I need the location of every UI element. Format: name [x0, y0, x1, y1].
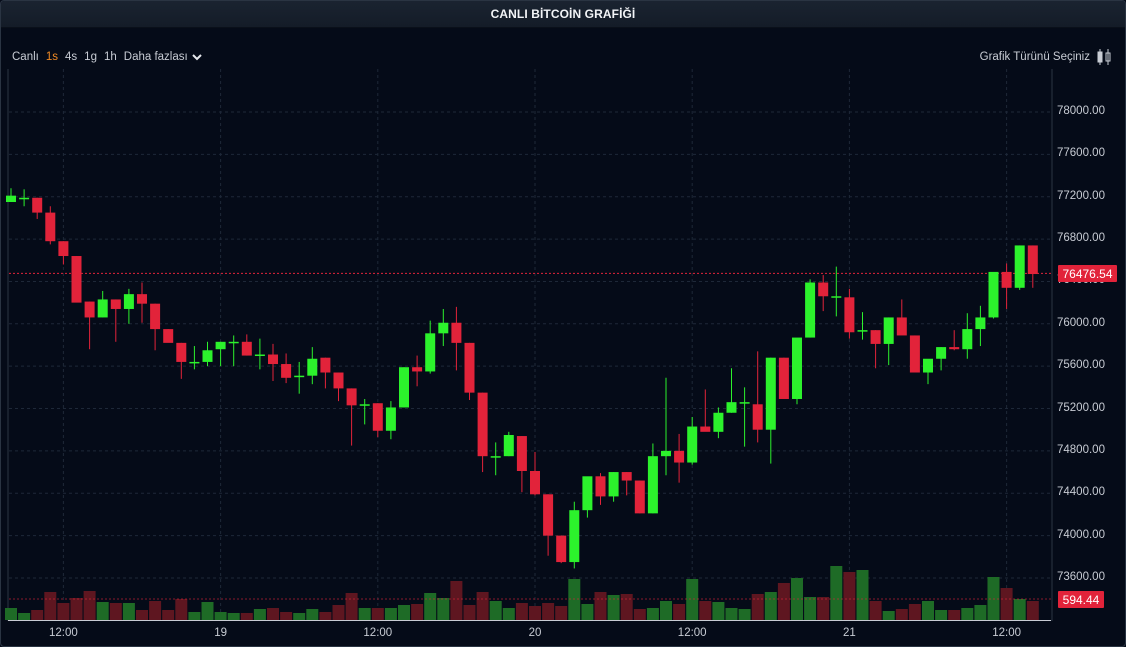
- price-tick-label: 77200.00: [1057, 189, 1105, 202]
- timeframe-1g[interactable]: 1g: [84, 51, 97, 63]
- price-tick-label: 78000.00: [1057, 105, 1105, 117]
- price-tick-label: 73600.00: [1057, 570, 1105, 583]
- price-tick-label: 74800.00: [1057, 443, 1105, 456]
- price-tick-label: 75600.00: [1057, 359, 1105, 372]
- time-tick-label: 12:00: [363, 627, 393, 639]
- current-price-tag: 76476.54: [1058, 265, 1117, 282]
- chart-type-label: Grafik Türünü Seçiniz: [979, 51, 1090, 63]
- timeframe-4s[interactable]: 4s: [65, 51, 78, 63]
- price-tick-label: 77600.00: [1057, 147, 1105, 160]
- timeframe-toolbar: Canlı 1s 4s 1g 1h Daha fazlası: [1, 45, 1125, 69]
- window-title: CANLI BİTCOİN GRAFİĞİ: [490, 7, 636, 21]
- candlestick-icon: [1097, 49, 1111, 65]
- current-volume-tag: 594.44: [1058, 591, 1104, 608]
- timeframe-1s[interactable]: 1s: [45, 51, 59, 63]
- time-tick-label: 21: [842, 627, 856, 639]
- price-tick-label: 74000.00: [1057, 528, 1105, 541]
- timeframe-live[interactable]: Canlı: [12, 51, 39, 63]
- timeframe-1h[interactable]: 1h: [103, 51, 117, 63]
- price-tick-label: 76000.00: [1057, 316, 1105, 329]
- price-tick-label: 75200.00: [1057, 401, 1105, 414]
- title-bar: CANLI BİTCOİN GRAFİĞİ: [1, 1, 1125, 28]
- price-tick-label: 76800.00: [1057, 232, 1105, 245]
- more-timeframes-dropdown[interactable]: Daha fazlası: [124, 51, 202, 63]
- time-tick-label: 19: [214, 627, 227, 639]
- more-timeframes-label: Daha fazlası: [123, 51, 188, 63]
- price-tick-label: 74400.00: [1057, 486, 1105, 499]
- chart-type-selector[interactable]: Grafik Türünü Seçiniz: [980, 45, 1111, 69]
- chevron-down-icon: [191, 54, 202, 61]
- time-tick-label: 12:00: [677, 627, 707, 639]
- time-tick-label: 12:00: [49, 627, 78, 639]
- time-tick-label: 12:00: [992, 627, 1021, 639]
- time-tick-label: 20: [528, 627, 542, 639]
